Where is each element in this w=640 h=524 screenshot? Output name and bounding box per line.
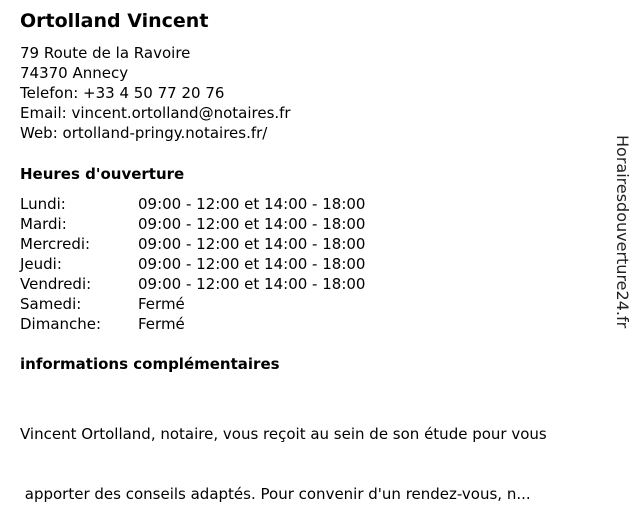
day: Jeudi:	[20, 255, 62, 273]
info-title: informations complémentaires	[20, 355, 280, 373]
hours-table: Lundi: 09:00 - 12:00 et 14:00 - 18:00 Mar…	[20, 194, 365, 334]
email: Email: vincent.ortolland@notaires.fr	[20, 104, 291, 122]
time: Fermé	[138, 315, 185, 333]
info-text: Vincent Ortolland, notaire, vous reçoit …	[20, 384, 547, 524]
time: 09:00 - 12:00 et 14:00 - 18:00	[138, 235, 366, 253]
day: Mercredi:	[20, 235, 91, 253]
phone: Telefon: +33 4 50 77 20 76	[20, 84, 225, 102]
hours-row: Samedi: Fermé	[20, 294, 365, 314]
day: Lundi:	[20, 195, 66, 213]
address-street: 79 Route de la Ravoire	[20, 44, 191, 62]
hours-row: Vendredi: 09:00 - 12:00 et 14:00 - 18:00	[20, 274, 365, 294]
hours-row: Mercredi: 09:00 - 12:00 et 14:00 - 18:00	[20, 234, 365, 254]
hours-row: Jeudi: 09:00 - 12:00 et 14:00 - 18:00	[20, 254, 365, 274]
day: Mardi:	[20, 215, 67, 233]
time: 09:00 - 12:00 et 14:00 - 18:00	[138, 215, 366, 233]
hours-row: Dimanche: Fermé	[20, 314, 365, 334]
watermark: Horairesdouverture24.fr	[613, 135, 632, 329]
time: 09:00 - 12:00 et 14:00 - 18:00	[138, 275, 366, 293]
info-line: apporter des conseils adaptés. Pour conv…	[20, 485, 531, 503]
time: 09:00 - 12:00 et 14:00 - 18:00	[138, 195, 366, 213]
contact-block: 79 Route de la Ravoire 74370 Annecy Tele…	[20, 43, 291, 143]
day: Vendredi:	[20, 275, 92, 293]
day: Dimanche:	[20, 315, 102, 333]
time: Fermé	[138, 295, 185, 313]
day: Samedi:	[20, 295, 82, 313]
website: Web: ortolland-pringy.notaires.fr/	[20, 124, 268, 142]
business-name: Ortolland Vincent	[20, 10, 209, 32]
hours-row: Mardi: 09:00 - 12:00 et 14:00 - 18:00	[20, 214, 365, 234]
hours-row: Lundi: 09:00 - 12:00 et 14:00 - 18:00	[20, 194, 365, 214]
time: 09:00 - 12:00 et 14:00 - 18:00	[138, 255, 366, 273]
address-city: 74370 Annecy	[20, 64, 129, 82]
info-line: Vincent Ortolland, notaire, vous reçoit …	[20, 425, 547, 443]
hours-title: Heures d'ouverture	[20, 165, 185, 183]
